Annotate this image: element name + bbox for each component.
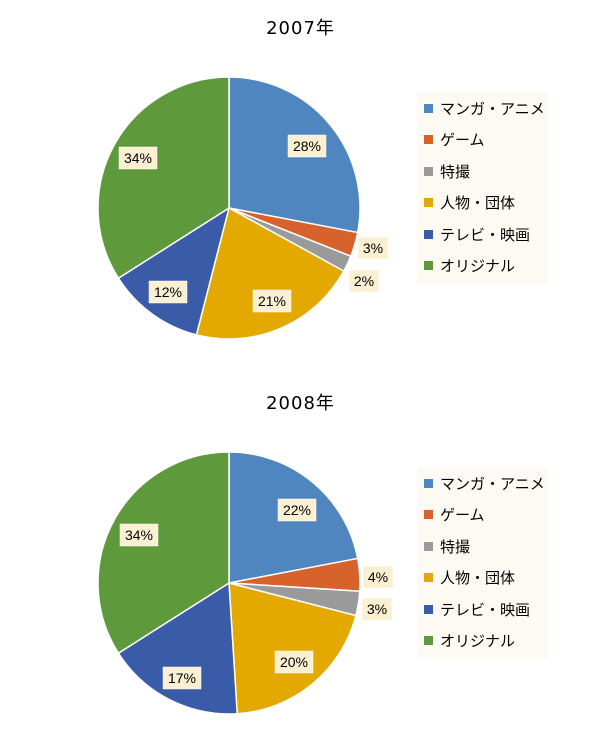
legend-label: テレビ・映画	[440, 600, 531, 619]
legend-label: 人物・団体	[440, 569, 516, 587]
legend-swatch	[424, 166, 433, 176]
data-label: 2%	[348, 269, 380, 293]
legend-swatch	[424, 573, 433, 582]
legend-item: テレビ・映画	[424, 599, 530, 619]
legend-label: ゲーム	[440, 506, 485, 524]
legend-swatch	[424, 478, 433, 488]
svg-text:21%: 21%	[258, 293, 286, 309]
legend-swatch	[424, 510, 433, 519]
legend-label: オリジナル	[440, 257, 516, 275]
data-label: 3%	[361, 597, 393, 621]
svg-text:12%: 12%	[154, 284, 182, 300]
data-label: 34%	[118, 146, 158, 170]
data-label: 28%	[287, 134, 327, 158]
pie-slice	[97, 451, 230, 655]
svg-text:28%: 28%	[293, 138, 321, 154]
data-label: 21%	[252, 289, 292, 313]
pie-chart-2008: 22% 4% 3% 20% 17% 34%	[97, 451, 394, 715]
legend-label: テレビ・映画	[440, 225, 531, 244]
svg-text:3%: 3%	[363, 240, 383, 256]
legend-swatch	[424, 135, 433, 144]
pie-chart-2007: 28% 3% 2% 21% 12% 34%	[97, 76, 389, 340]
data-label: 34%	[119, 523, 159, 547]
svg-text:20%: 20%	[280, 654, 308, 670]
legend-label: マンガ・アニメ	[440, 474, 545, 493]
pie-slice	[117, 206, 231, 336]
legend-item: マンガ・アニメ	[424, 98, 545, 118]
legend-item: 人物・団体	[424, 568, 515, 588]
data-label: 17%	[162, 666, 202, 690]
legend-item: オリジナル	[424, 631, 515, 651]
chart-title: 2008年	[266, 393, 335, 414]
legend-swatch	[424, 636, 433, 645]
legend-label: オリジナル	[440, 632, 516, 650]
pie-slice	[117, 581, 239, 715]
data-label: 3%	[357, 236, 389, 260]
legend-label: 特撮	[440, 537, 471, 556]
legend-item: ゲーム	[424, 130, 485, 150]
legend-item: オリジナル	[424, 256, 515, 276]
legend-label: ゲーム	[440, 131, 485, 149]
svg-text:22%: 22%	[283, 502, 311, 518]
svg-text:3%: 3%	[367, 601, 387, 617]
svg-text:34%: 34%	[124, 150, 152, 166]
legend-item: 特撮	[424, 536, 470, 556]
legend-swatch	[424, 103, 433, 113]
pie-slice	[97, 76, 230, 280]
legend-swatch	[424, 541, 433, 551]
data-label: 4%	[362, 565, 394, 589]
chart-2008: 2008年 22% 4% 3% 20% 17% 34% マンガ・アニメ ゲーム特撮人物・団体…	[0, 375, 601, 750]
legend-item: 特撮	[424, 161, 470, 181]
legend-2008: マンガ・アニメ ゲーム特撮人物・団体テレビ・映画 オリジナル	[418, 467, 548, 659]
legend-label: マンガ・アニメ	[440, 99, 545, 118]
legend-label: 特撮	[440, 162, 471, 181]
legend-item: ゲーム	[424, 505, 485, 525]
data-label: 20%	[274, 650, 314, 674]
svg-text:34%: 34%	[125, 527, 153, 543]
pie-slice	[228, 582, 357, 715]
legend-2007: マンガ・アニメ ゲーム特撮人物・団体テレビ・映画 オリジナル	[418, 92, 548, 284]
chart-2007: 2007年 28% 3% 2% 21% 12% 34% マンガ・アニメ ゲーム特撮人物・団体…	[97, 18, 548, 340]
legend-swatch	[424, 261, 433, 270]
svg-text:4%: 4%	[368, 569, 388, 585]
legend-swatch	[424, 229, 433, 239]
legend-item: 人物・団体	[424, 193, 515, 213]
pie-slice	[195, 206, 345, 340]
chart-title: 2007年	[266, 18, 335, 39]
legend-item: テレビ・映画	[424, 224, 530, 244]
svg-text:2%: 2%	[354, 273, 374, 289]
legend-swatch	[424, 198, 433, 207]
legend-swatch	[424, 604, 433, 614]
legend-item: マンガ・アニメ	[424, 473, 545, 493]
data-label: 22%	[277, 498, 317, 522]
svg-text:17%: 17%	[168, 670, 196, 686]
legend-label: 人物・団体	[440, 194, 516, 212]
data-label: 12%	[148, 280, 188, 304]
